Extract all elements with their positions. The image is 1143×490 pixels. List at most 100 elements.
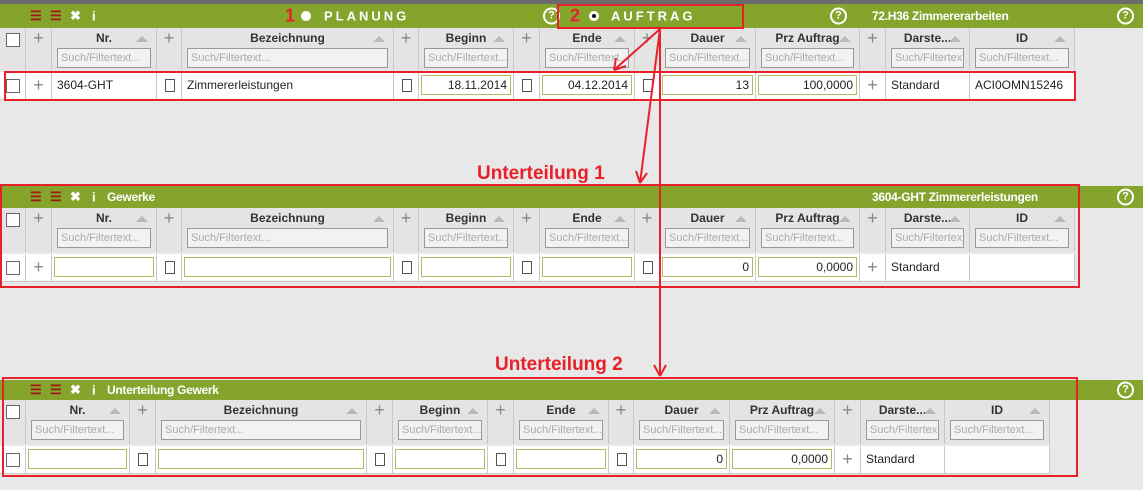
filter-input-id[interactable]: Such/Filtertext... <box>950 420 1044 440</box>
filter-input-darst[interactable]: Such/Filtertex <box>891 48 964 68</box>
column-label-id[interactable]: ID <box>1016 211 1028 225</box>
sort-icon[interactable] <box>1054 216 1066 222</box>
column-label-ende[interactable]: Ende <box>546 403 576 417</box>
sort-icon[interactable] <box>1029 408 1041 414</box>
sort-icon[interactable] <box>136 36 148 42</box>
column-label-darst[interactable]: Darste... <box>903 31 952 45</box>
document-icon[interactable] <box>402 79 412 92</box>
field-prz[interactable]: 100,0000 <box>758 75 857 95</box>
column-label-id[interactable]: ID <box>991 403 1003 417</box>
column-label-beginn[interactable]: Beginn <box>445 211 487 225</box>
sort-icon[interactable] <box>493 36 505 42</box>
collapse-icon[interactable]: ☰ <box>30 189 42 204</box>
document-icon[interactable] <box>522 79 532 92</box>
planung-label[interactable]: PLANUNG <box>324 8 410 24</box>
sort-icon[interactable] <box>735 36 747 42</box>
add-row-icon[interactable]: + <box>33 75 44 95</box>
expand-icon[interactable]: ☰ <box>50 189 62 204</box>
sort-icon[interactable] <box>614 216 626 222</box>
select-all-checkbox[interactable] <box>6 33 20 47</box>
filter-input-darst[interactable]: Such/Filtertex <box>891 228 964 248</box>
filter-input-ende[interactable]: Such/Filtertext... <box>545 48 629 68</box>
info-icon[interactable]: i <box>92 382 96 398</box>
filter-input-bezeichnung[interactable]: Such/Filtertext... <box>161 420 361 440</box>
document-icon[interactable] <box>496 453 506 466</box>
sort-icon[interactable] <box>346 408 358 414</box>
column-label-beginn[interactable]: Beginn <box>445 31 487 45</box>
select-all-checkbox[interactable] <box>6 405 20 419</box>
sort-icon[interactable] <box>588 408 600 414</box>
add-column-icon[interactable]: + <box>867 28 878 48</box>
add-column-icon[interactable]: + <box>374 400 385 420</box>
filter-input-prz[interactable]: Such/Filtertext... <box>735 420 829 440</box>
filter-input-nr[interactable]: Such/Filtertext... <box>57 48 151 68</box>
sort-icon[interactable] <box>839 216 851 222</box>
filter-input-bezeichnung[interactable]: Such/Filtertext... <box>187 48 388 68</box>
sort-icon[interactable] <box>373 216 385 222</box>
column-label-nr[interactable]: Nr. <box>69 403 86 417</box>
sort-icon[interactable] <box>373 36 385 42</box>
field-beginn[interactable] <box>421 257 511 277</box>
column-label-bezeichnung[interactable]: Bezeichnung <box>250 31 325 45</box>
expand-icon[interactable]: ☰ <box>50 382 62 397</box>
field-ende[interactable] <box>542 257 632 277</box>
filter-input-id[interactable]: Such/Filtertext... <box>975 228 1069 248</box>
document-icon[interactable] <box>402 261 412 274</box>
field-dauer[interactable]: 0 <box>636 449 727 469</box>
field-ende[interactable] <box>516 449 606 469</box>
add-row-icon[interactable]: + <box>867 257 878 277</box>
sort-icon[interactable] <box>949 36 961 42</box>
filter-input-ende[interactable]: Such/Filtertext... <box>545 228 629 248</box>
document-icon[interactable] <box>375 453 385 466</box>
sort-icon[interactable] <box>709 408 721 414</box>
help-icon[interactable]: ? <box>830 7 847 25</box>
column-label-dauer[interactable]: Dauer <box>690 31 725 45</box>
sort-icon[interactable] <box>109 408 121 414</box>
info-icon[interactable]: i <box>92 189 96 205</box>
filter-input-ende[interactable]: Such/Filtertext... <box>519 420 603 440</box>
column-label-dauer[interactable]: Dauer <box>664 403 699 417</box>
field-nr[interactable] <box>28 449 127 469</box>
filter-input-bezeichnung[interactable]: Such/Filtertext... <box>187 228 388 248</box>
sort-icon[interactable] <box>467 408 479 414</box>
sort-icon[interactable] <box>735 216 747 222</box>
column-label-bezeichnung[interactable]: Bezeichnung <box>223 403 299 417</box>
filter-input-beginn[interactable]: Such/Filtertext... <box>424 228 508 248</box>
field-ende[interactable]: 04.12.2014 <box>542 75 632 95</box>
close-icon[interactable]: ✖ <box>70 189 81 204</box>
add-column-icon[interactable]: + <box>641 28 653 48</box>
column-label-bezeichnung[interactable]: Bezeichnung <box>250 211 325 225</box>
add-column-icon[interactable]: + <box>137 400 148 420</box>
field-bezeichnung[interactable] <box>158 449 364 469</box>
field-dauer[interactable]: 13 <box>662 75 753 95</box>
field-dauer[interactable]: 0 <box>662 257 753 277</box>
document-icon[interactable] <box>138 453 148 466</box>
column-label-prz[interactable]: Prz Auftrag <box>749 403 815 417</box>
column-label-nr[interactable]: Nr. <box>95 211 112 225</box>
filter-input-dauer[interactable]: Such/Filtertext... <box>665 48 750 68</box>
column-label-darst[interactable]: Darste... <box>878 403 927 417</box>
column-label-dauer[interactable]: Dauer <box>690 211 725 225</box>
column-label-ende[interactable]: Ende <box>572 31 602 45</box>
add-column-icon[interactable]: + <box>400 208 412 228</box>
add-row-icon[interactable]: + <box>33 257 44 277</box>
close-icon[interactable]: ✖ <box>70 382 81 397</box>
sort-icon[interactable] <box>814 408 826 414</box>
filter-input-dauer[interactable]: Such/Filtertext... <box>639 420 724 440</box>
filter-input-prz[interactable]: Such/Filtertext... <box>761 48 854 68</box>
add-column-icon[interactable]: + <box>163 28 175 48</box>
document-icon[interactable] <box>165 79 175 92</box>
filter-input-beginn[interactable]: Such/Filtertext... <box>424 48 508 68</box>
filter-input-darst[interactable]: Such/Filtertex <box>866 420 939 440</box>
column-label-id[interactable]: ID <box>1016 31 1028 45</box>
filter-input-nr[interactable]: Such/Filtertext... <box>31 420 124 440</box>
help-icon[interactable]: ? <box>1117 381 1134 399</box>
filter-input-id[interactable]: Such/Filtertext... <box>975 48 1069 68</box>
sort-icon[interactable] <box>1054 36 1066 42</box>
column-label-prz[interactable]: Prz Auftrag <box>775 31 840 45</box>
add-column-icon[interactable]: + <box>163 208 175 228</box>
add-column-icon[interactable]: + <box>495 400 506 420</box>
sort-icon[interactable] <box>136 216 148 222</box>
info-icon[interactable]: i <box>92 8 96 24</box>
row-checkbox[interactable] <box>6 79 20 93</box>
